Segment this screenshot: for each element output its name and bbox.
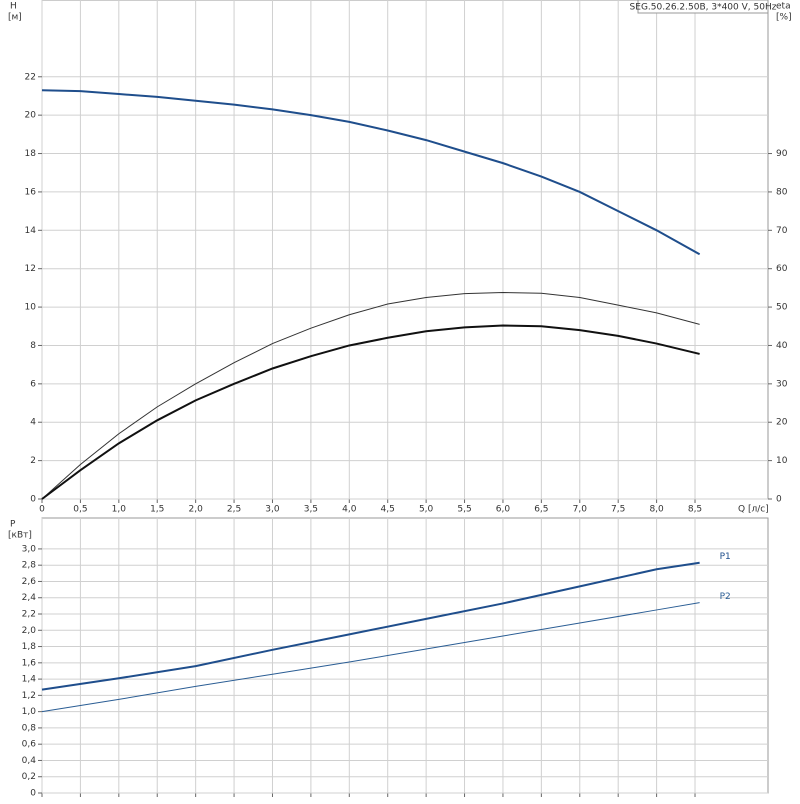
x-tick-label: 1,5 — [150, 505, 164, 515]
y-tick-label: 2,0 — [22, 626, 37, 636]
y-tick-label: 1,2 — [22, 691, 36, 701]
y-tick-label: 2,2 — [22, 610, 36, 620]
y2-tick-label: 20 — [776, 418, 788, 428]
y2-tick-label: 90 — [776, 149, 788, 159]
x-tick-label: 4,0 — [342, 505, 357, 515]
y-tick-label: 2 — [30, 456, 36, 466]
y-tick-label: 0 — [30, 495, 36, 505]
x-axis-label: Q [л/с] — [738, 505, 769, 515]
y-tick-label: 2,4 — [22, 593, 37, 603]
title-box — [637, 0, 769, 14]
curve — [41, 89, 701, 256]
x-tick-label: 8,5 — [688, 505, 702, 515]
y-axis-unit: [кВт] — [8, 531, 32, 541]
y-tick-label: 0,2 — [22, 772, 36, 782]
x-tick-label: 8,0 — [649, 505, 664, 515]
x-tick-label: 0 — [39, 505, 45, 515]
curve — [41, 561, 700, 691]
x-tick-label: 1,0 — [112, 505, 127, 515]
y2-tick-label: 50 — [776, 303, 788, 313]
x-tick-label: 2,0 — [188, 505, 203, 515]
y-axis-unit: [м] — [8, 13, 22, 23]
y2-axis-unit: [%] — [776, 13, 792, 23]
series-label: P1 — [720, 552, 731, 562]
y-tick-label: 1,6 — [22, 658, 37, 668]
y-tick-label: 0 — [30, 789, 36, 799]
series-label: P2 — [720, 592, 731, 602]
y2-tick-label: 0 — [776, 495, 782, 505]
x-tick-label: 7,0 — [573, 505, 588, 515]
x-tick-label: 5,5 — [457, 505, 471, 515]
x-tick-label: 7,5 — [611, 505, 625, 515]
y-axis-label: P — [10, 520, 16, 530]
y-axis-label: H — [10, 2, 17, 12]
y-tick-label: 1,0 — [22, 707, 37, 717]
y2-tick-label: 60 — [776, 264, 788, 274]
curve — [41, 324, 700, 500]
curve — [41, 291, 700, 500]
y-tick-label: 1,4 — [22, 675, 37, 685]
y-tick-label: 22 — [25, 72, 36, 82]
y-tick-label: 14 — [25, 226, 37, 236]
y-tick-label: 18 — [25, 149, 37, 159]
y2-tick-label: 40 — [776, 341, 788, 351]
x-tick-label: 2,5 — [227, 505, 241, 515]
y2-tick-label: 30 — [776, 379, 788, 389]
y-tick-label: 2,8 — [22, 561, 37, 571]
y-tick-label: 0,6 — [22, 740, 37, 750]
y2-axis-label: eta — [776, 2, 791, 12]
y-tick-label: 4 — [30, 418, 36, 428]
y-tick-label: 16 — [25, 187, 37, 197]
x-tick-label: 3,0 — [265, 505, 280, 515]
y2-tick-label: 80 — [776, 187, 788, 197]
x-tick-label: 6,5 — [534, 505, 548, 515]
x-tick-label: 0,5 — [73, 505, 87, 515]
y2-tick-label: 10 — [776, 456, 788, 466]
chart-title: SEG.50.26.2.50B, 3*400 V, 50Hz — [630, 3, 777, 13]
y-tick-label: 1,8 — [22, 642, 37, 652]
y-tick-label: 0,8 — [22, 723, 37, 733]
x-tick-label: 5,0 — [419, 505, 434, 515]
y-tick-label: 6 — [30, 379, 36, 389]
x-tick-label: 4,5 — [381, 505, 395, 515]
y-tick-label: 8 — [30, 341, 36, 351]
x-tick-label: 3,5 — [304, 505, 318, 515]
x-tick-label: 6,0 — [496, 505, 511, 515]
y-tick-label: 10 — [25, 303, 37, 313]
y-tick-label: 3,0 — [22, 544, 37, 554]
curve — [41, 602, 700, 713]
y-tick-label: 12 — [25, 264, 36, 274]
y-tick-label: 0,4 — [22, 756, 37, 766]
y2-tick-label: 70 — [776, 226, 788, 236]
y-tick-label: 2,6 — [22, 577, 37, 587]
y-tick-label: 20 — [25, 111, 37, 121]
